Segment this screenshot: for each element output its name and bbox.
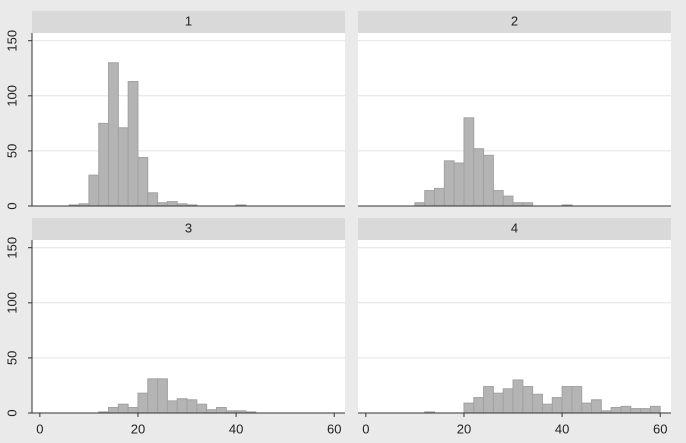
y-tick-label: 150 bbox=[4, 30, 19, 52]
bar bbox=[649, 405, 661, 414]
bar bbox=[522, 386, 534, 414]
facet-title: 1 bbox=[185, 13, 192, 28]
bar bbox=[147, 192, 159, 207]
bar bbox=[581, 402, 593, 414]
bar bbox=[434, 187, 445, 207]
y-tick-label: 100 bbox=[4, 85, 19, 107]
facet-title: 3 bbox=[185, 220, 192, 235]
bar bbox=[630, 408, 642, 414]
facet-header bbox=[32, 11, 345, 33]
bar bbox=[591, 399, 602, 414]
bar bbox=[532, 393, 543, 414]
bar bbox=[492, 392, 504, 414]
bar bbox=[127, 80, 139, 207]
plot-area bbox=[32, 33, 345, 206]
bar bbox=[157, 378, 168, 414]
facet-title: 2 bbox=[511, 13, 518, 28]
bar bbox=[137, 157, 149, 207]
bar bbox=[137, 392, 149, 414]
bar bbox=[463, 402, 475, 414]
bar bbox=[561, 386, 573, 414]
bar bbox=[147, 378, 159, 414]
y-tick-label: 150 bbox=[4, 237, 19, 259]
bar bbox=[117, 127, 129, 207]
bar bbox=[117, 403, 129, 414]
bar bbox=[443, 160, 455, 207]
bar bbox=[610, 406, 622, 414]
bar bbox=[453, 162, 465, 207]
bar bbox=[176, 398, 188, 414]
bar bbox=[463, 117, 475, 207]
facet-header bbox=[32, 218, 345, 240]
y-tick-label: 100 bbox=[4, 292, 19, 314]
x-tick-label: 20 bbox=[131, 421, 145, 436]
bar bbox=[473, 148, 485, 207]
x-tick-label: 40 bbox=[229, 421, 243, 436]
x-tick-label: 0 bbox=[36, 421, 43, 436]
bar bbox=[571, 386, 583, 414]
bar bbox=[502, 195, 514, 207]
bar bbox=[483, 386, 494, 414]
bar bbox=[551, 397, 563, 414]
x-tick-label: 20 bbox=[457, 421, 471, 436]
plot-area bbox=[32, 240, 345, 413]
y-tick-label: 50 bbox=[4, 351, 19, 365]
bar bbox=[473, 397, 485, 414]
bar bbox=[502, 388, 514, 414]
bar bbox=[108, 62, 119, 207]
bar bbox=[424, 190, 436, 207]
x-tick-label: 60 bbox=[327, 421, 341, 436]
facet-header bbox=[358, 218, 671, 240]
x-tick-label: 0 bbox=[362, 421, 369, 436]
plot-area bbox=[358, 33, 671, 206]
y-tick-label: 50 bbox=[4, 144, 19, 158]
bar bbox=[186, 399, 198, 414]
bar bbox=[166, 201, 178, 207]
facet-header bbox=[358, 11, 671, 33]
y-tick-label: 0 bbox=[4, 202, 19, 209]
bar bbox=[98, 122, 110, 207]
bar bbox=[127, 406, 139, 414]
facet-title: 4 bbox=[511, 220, 518, 235]
bar bbox=[512, 379, 524, 414]
bar bbox=[196, 403, 208, 414]
bar bbox=[541, 403, 553, 414]
bar bbox=[492, 190, 504, 207]
bar bbox=[88, 174, 100, 207]
bar bbox=[108, 406, 119, 414]
bar bbox=[640, 408, 651, 414]
bar bbox=[483, 154, 494, 207]
bar bbox=[166, 400, 178, 414]
bar bbox=[215, 406, 227, 414]
y-tick-label: 0 bbox=[4, 409, 19, 416]
x-tick-label: 60 bbox=[653, 421, 667, 436]
x-tick-label: 40 bbox=[555, 421, 569, 436]
bar bbox=[620, 405, 632, 414]
